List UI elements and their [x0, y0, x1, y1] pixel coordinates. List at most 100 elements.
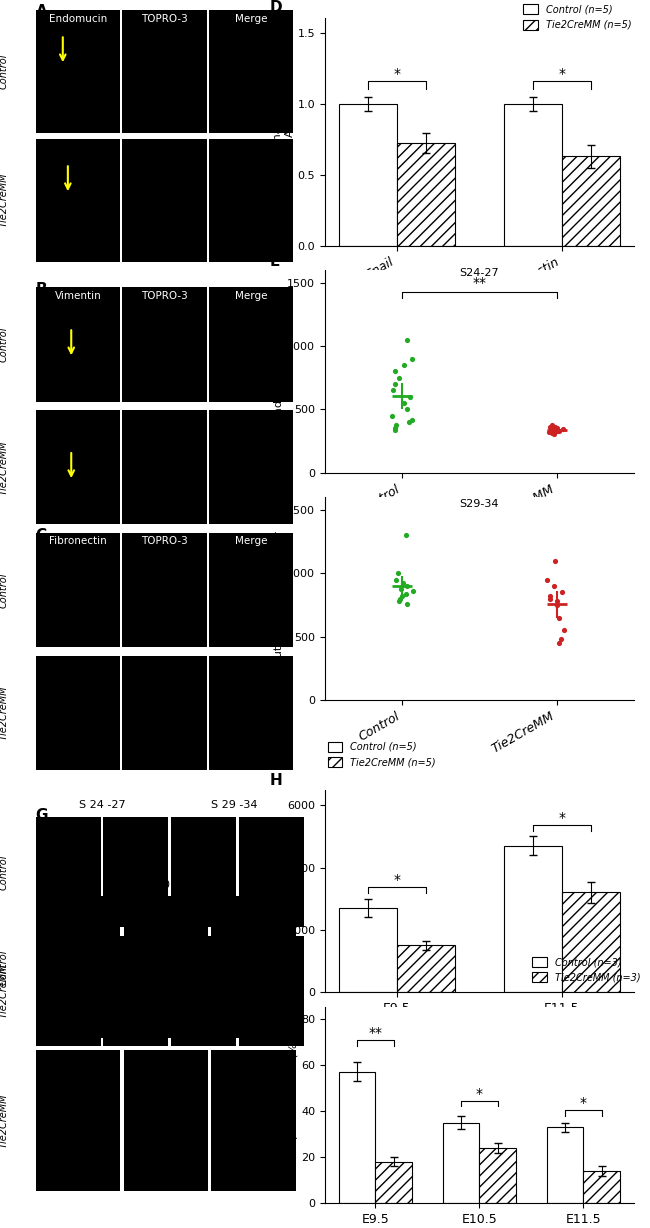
Text: C: C: [36, 528, 47, 543]
Text: **: **: [369, 1027, 382, 1040]
Point: [550, 551, 560, 571]
Point: [554, 421, 564, 441]
Point: [401, 526, 411, 545]
Bar: [547, 1127, 583, 1203]
Text: *: *: [558, 66, 566, 81]
Text: E9.5: E9.5: [66, 880, 90, 890]
Text: Tie2CreMM: Tie2CreMM: [0, 1093, 8, 1148]
Bar: [583, 1172, 619, 1203]
Point: [552, 421, 562, 441]
Text: E10.5: E10.5: [150, 880, 181, 890]
Point: [550, 416, 560, 436]
Y-axis label: Invading cell number: Invading cell number: [274, 312, 285, 431]
Point: [402, 594, 412, 614]
Text: Control: Control: [0, 327, 8, 362]
Point: [545, 586, 555, 605]
Text: *: *: [558, 810, 566, 824]
Point: [390, 420, 400, 440]
Point: [389, 361, 400, 381]
Point: [545, 418, 555, 437]
Text: **: **: [473, 276, 486, 290]
Point: [547, 415, 557, 435]
Point: [391, 415, 401, 435]
Point: [398, 573, 408, 593]
Text: *: *: [393, 66, 400, 81]
Text: Endomucin: Endomucin: [49, 14, 107, 23]
Text: Control: Control: [0, 949, 8, 985]
Point: [552, 596, 562, 615]
Text: S29-34: S29-34: [460, 499, 499, 508]
Point: [559, 620, 569, 640]
Point: [394, 592, 404, 612]
Text: I: I: [36, 887, 42, 901]
Text: A: A: [36, 4, 47, 18]
Text: Merge: Merge: [235, 14, 267, 23]
Text: *: *: [580, 1095, 587, 1110]
Text: Fibronectin: Fibronectin: [49, 537, 107, 546]
Point: [542, 570, 552, 589]
Legend: Control (n=5), Tie2CreMM (n=5): Control (n=5), Tie2CreMM (n=5): [324, 738, 439, 771]
Point: [549, 425, 559, 445]
Text: Merge: Merge: [235, 537, 267, 546]
Point: [558, 420, 568, 440]
Text: F: F: [270, 481, 280, 496]
Text: TOPRO-3: TOPRO-3: [141, 14, 188, 23]
Bar: [443, 1122, 480, 1203]
Bar: [339, 1072, 376, 1203]
Text: Vimentin: Vimentin: [55, 291, 101, 301]
Point: [401, 583, 411, 603]
Text: Merge: Merge: [235, 291, 267, 301]
Point: [396, 586, 407, 605]
Point: [402, 399, 412, 419]
Text: G: G: [36, 808, 48, 823]
Text: Tie2CreMM: Tie2CreMM: [0, 964, 8, 1018]
Y-axis label: Cell/mm²: Cell/mm²: [274, 866, 285, 916]
Point: [547, 420, 558, 440]
Y-axis label: BrdU⁺/Total Nuclear (%): BrdU⁺/Total Nuclear (%): [289, 1039, 298, 1172]
Point: [389, 375, 400, 394]
Text: Tie2CreMM: Tie2CreMM: [0, 440, 8, 495]
Text: Control: Control: [0, 572, 8, 608]
Legend: Control (n=3), Tie2CreMM (n=3): Control (n=3), Tie2CreMM (n=3): [528, 953, 644, 986]
Legend: Control (n=5), Tie2CreMM (n=5): Control (n=5), Tie2CreMM (n=5): [519, 0, 635, 33]
Point: [399, 393, 410, 413]
Point: [552, 418, 562, 437]
Y-axis label: Outgrowing cell number: Outgrowing cell number: [274, 532, 285, 666]
Point: [395, 588, 405, 608]
Point: [552, 592, 562, 612]
Text: S 24 -27: S 24 -27: [79, 801, 125, 810]
Y-axis label: Fold change of
mRNA level: Fold change of mRNA level: [273, 91, 295, 173]
Bar: [339, 103, 396, 246]
Point: [407, 349, 417, 368]
Text: E11.5: E11.5: [238, 880, 269, 890]
Text: J: J: [270, 991, 275, 1006]
Point: [547, 424, 557, 443]
Text: S 29 -34: S 29 -34: [211, 801, 258, 810]
Point: [390, 419, 400, 438]
Point: [408, 581, 418, 600]
Bar: [339, 907, 396, 992]
Point: [554, 608, 565, 628]
Text: S24-27: S24-27: [460, 269, 499, 279]
Point: [395, 578, 406, 598]
Point: [549, 576, 560, 596]
Point: [399, 355, 410, 375]
Point: [393, 564, 403, 583]
Point: [405, 387, 415, 406]
Text: D: D: [270, 0, 282, 15]
Text: B: B: [36, 282, 47, 297]
Text: Control: Control: [0, 855, 8, 889]
Point: [407, 410, 417, 430]
Text: H: H: [270, 774, 282, 788]
Point: [404, 413, 415, 432]
Text: Tie2CreMM: Tie2CreMM: [0, 685, 8, 740]
Bar: [504, 846, 562, 992]
Text: Tie2CreMM: Tie2CreMM: [0, 173, 8, 227]
Point: [551, 419, 561, 438]
Text: Control: Control: [0, 54, 8, 88]
Bar: [396, 946, 454, 992]
Point: [391, 570, 402, 589]
Point: [556, 582, 567, 602]
Point: [395, 368, 405, 388]
Point: [402, 330, 412, 350]
